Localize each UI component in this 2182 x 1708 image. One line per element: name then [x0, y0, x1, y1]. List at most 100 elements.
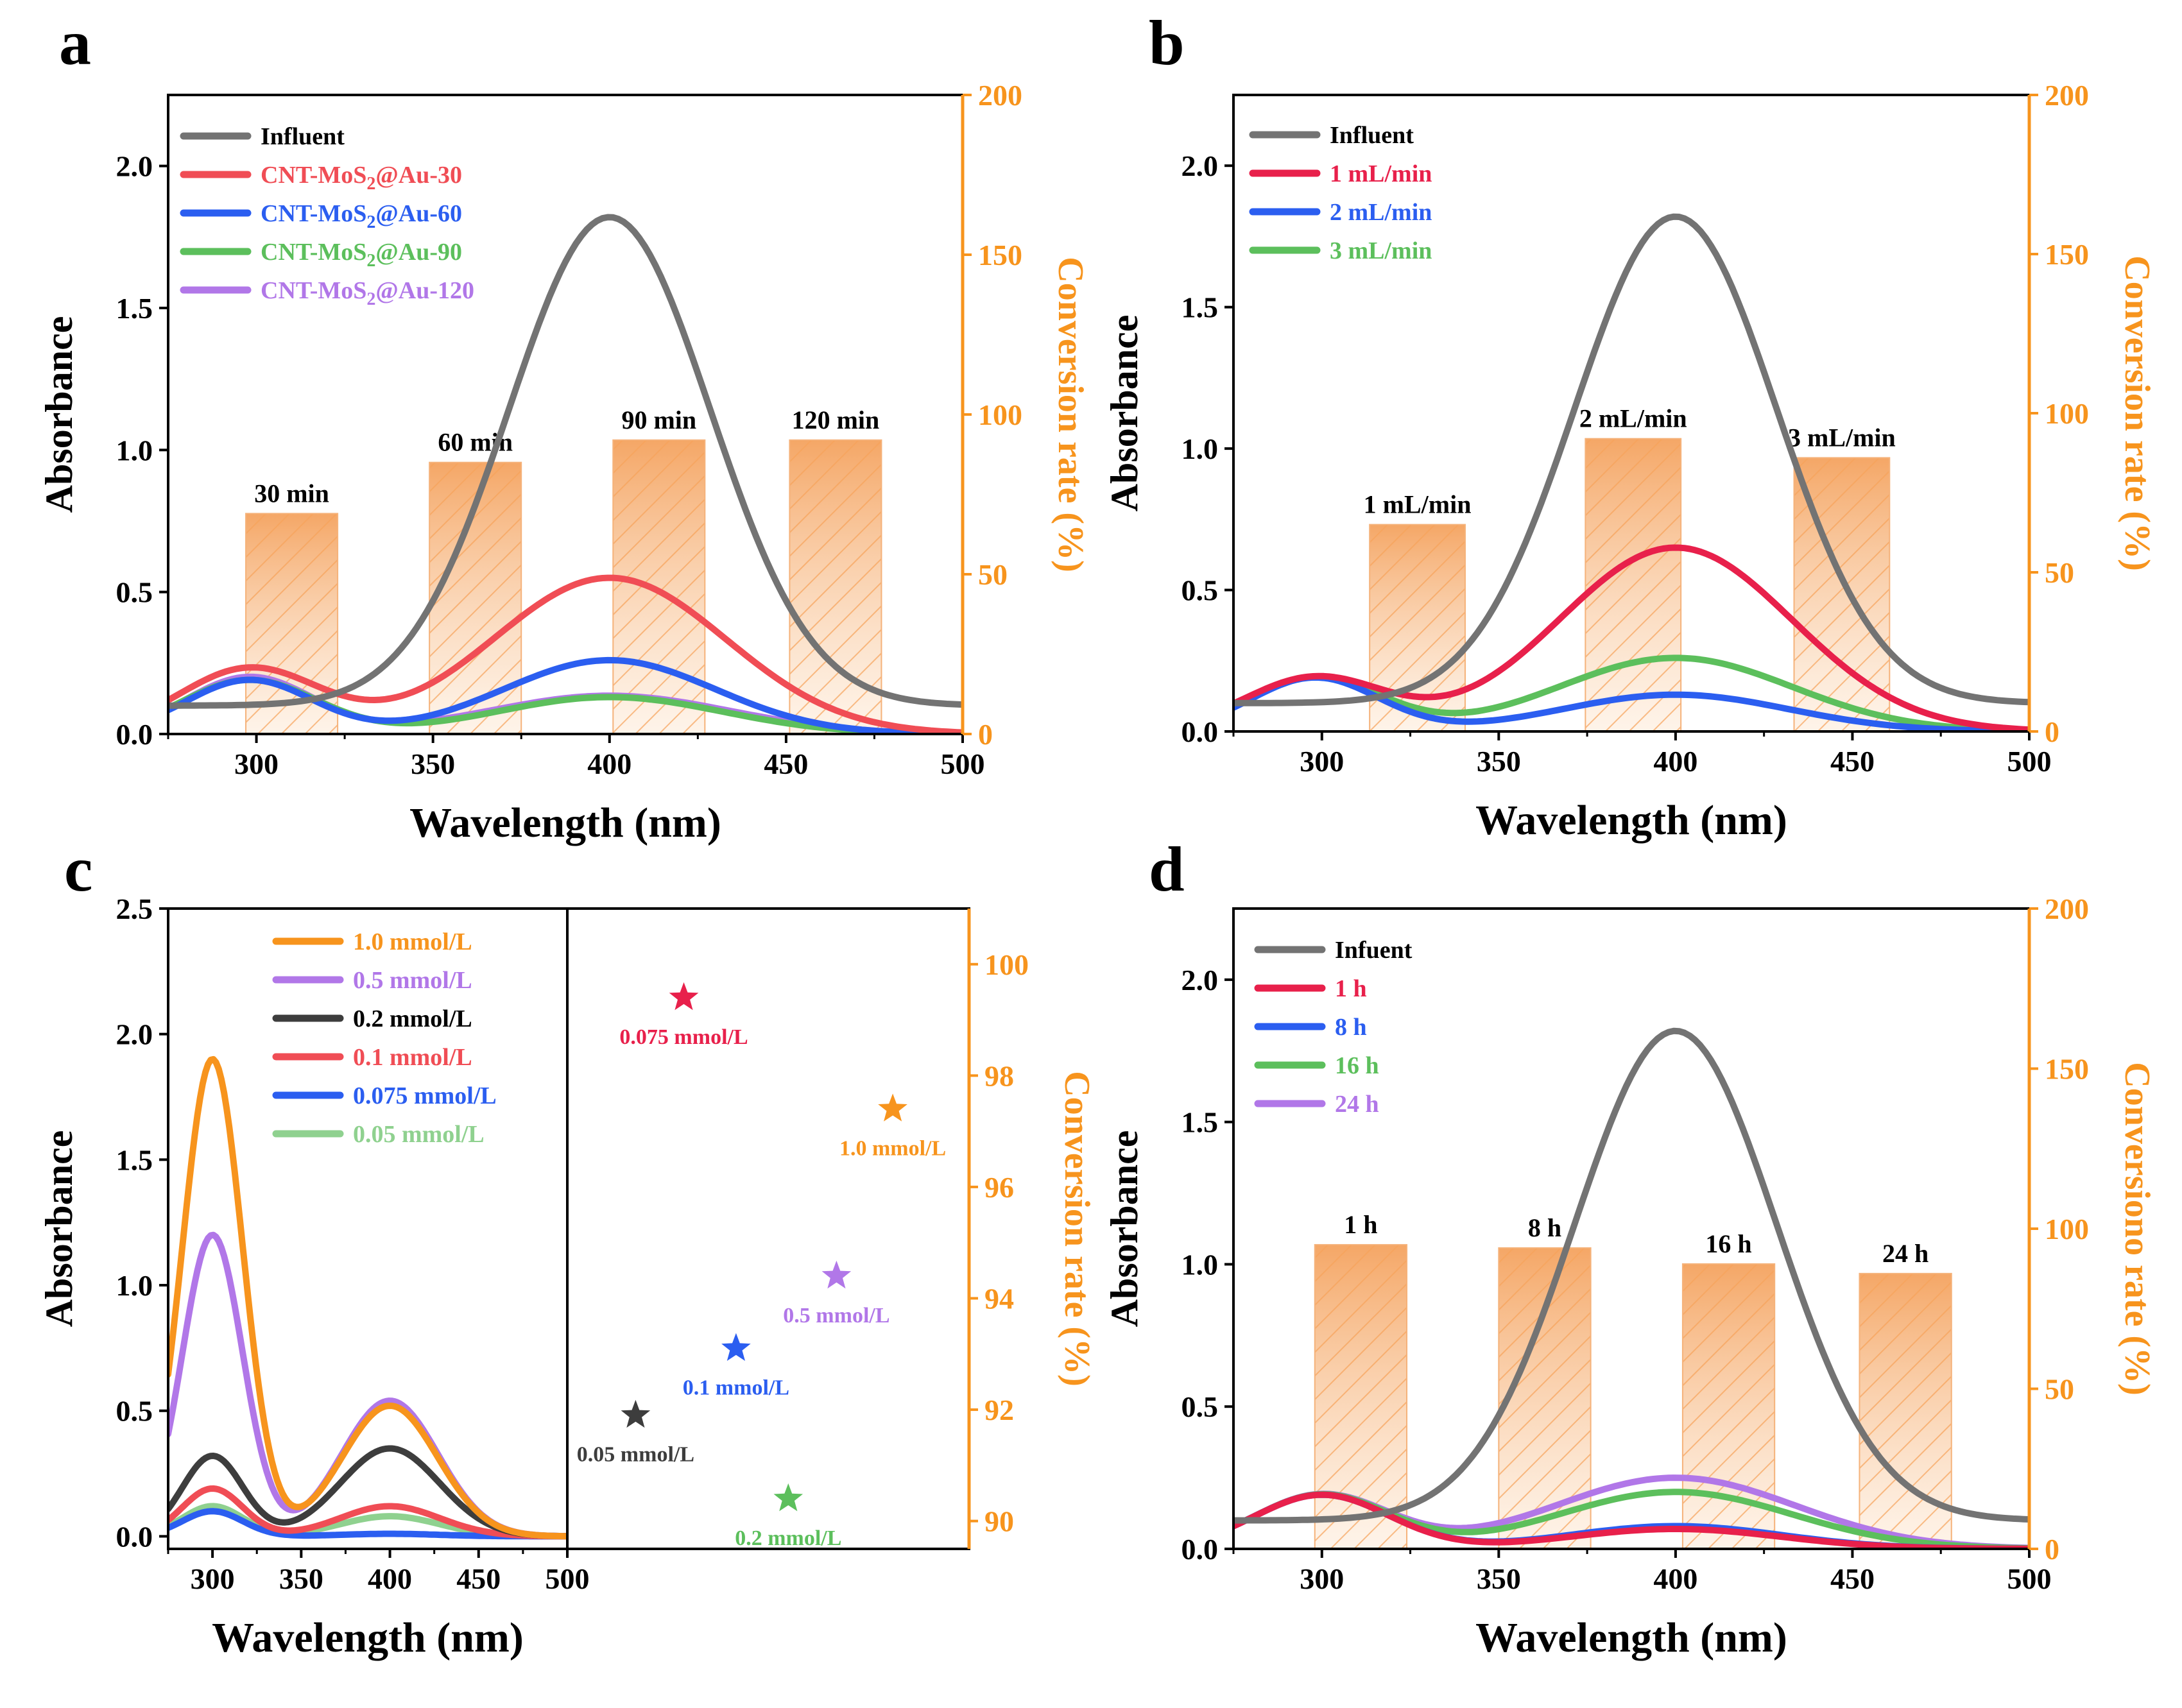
x-axis-title: Wavelength (nm) [1475, 797, 1787, 844]
legend-label: 16 h [1335, 1052, 1379, 1079]
legend-label: 0.2 mmol/L [353, 1005, 472, 1032]
x-tick-label: 300 [191, 1562, 235, 1595]
series-line [1233, 1491, 2029, 1549]
panel-letter: c [64, 833, 92, 905]
star-label: 0.1 mmol/L [683, 1376, 789, 1400]
curves [1233, 213, 2029, 731]
y-axis-title: Absorbance [1103, 1131, 1146, 1328]
x-axis-title: Wavelength (nm) [409, 799, 721, 846]
series-line [168, 214, 963, 709]
x-tick-label: 400 [1653, 745, 1697, 778]
bar-label: 24 h [1882, 1239, 1929, 1268]
y2-axis-title: Conversiono rate (%) [2117, 1062, 2157, 1395]
y2-axis-title: Conversion rate (%) [2117, 255, 2157, 570]
y2-tick-label: 0 [978, 718, 993, 751]
y2-tick-label: 96 [984, 1171, 1014, 1204]
y-tick-label: 0.0 [1181, 1533, 1219, 1566]
bar-label: 1 mL/min [1364, 490, 1472, 519]
x-tick-label: 500 [2007, 745, 2052, 778]
legend-label: CNT-MoS2@Au-90 [261, 239, 462, 271]
y-tick-label: 0.0 [1181, 715, 1219, 748]
series-line [168, 1055, 567, 1540]
x-tick-label: 300 [1300, 745, 1344, 778]
y2-tick-label: 200 [2045, 79, 2089, 112]
curves [168, 1055, 567, 1540]
panel-letter: d [1149, 833, 1185, 905]
panel-letter: a [59, 7, 91, 78]
legend-label: 0.075 mmol/L [353, 1082, 497, 1109]
curves [1233, 1027, 2029, 1549]
y-tick-label: 1.5 [116, 1143, 153, 1176]
y2-tick-label: 150 [2045, 1053, 2089, 1086]
x-tick-label: 500 [2007, 1562, 2052, 1595]
star-label: 0.075 mmol/L [619, 1025, 748, 1049]
y-tick-label: 2.0 [1181, 964, 1219, 996]
y2-tick-label: 90 [984, 1505, 1014, 1538]
legend-label: 0.5 mmol/L [353, 967, 472, 994]
bar-label: 8 h [1528, 1213, 1561, 1242]
series-line [1233, 674, 2029, 731]
legend-label: 0.05 mmol/L [353, 1121, 485, 1148]
y-tick-label: 0.5 [116, 576, 153, 609]
bar-label: 120 min [792, 406, 880, 434]
y2-tick-label: 50 [978, 558, 1008, 591]
y-tick-label: 2.0 [1181, 149, 1219, 182]
panel-letter: b [1149, 7, 1185, 78]
y2-tick-label: 94 [984, 1282, 1014, 1315]
y-tick-label: 1.5 [116, 292, 153, 325]
y-axis-title: Absorbance [38, 1131, 80, 1328]
series-line [168, 656, 963, 734]
legend-label: 1 h [1335, 975, 1367, 1002]
star-label: 1.0 mmol/L [839, 1136, 946, 1160]
legend-label: CNT-MoS2@Au-120 [261, 277, 474, 309]
x-tick-label: 350 [1477, 1562, 1521, 1595]
legend-label: 8 h [1335, 1014, 1367, 1041]
y2-tick-label: 200 [2045, 892, 2089, 925]
conversion-bar-hatch [612, 439, 706, 735]
y-tick-label: 0.0 [116, 718, 153, 751]
conversion-bar-hatch [1498, 1247, 1592, 1550]
y2-tick-label: 92 [984, 1394, 1014, 1426]
y-tick-label: 0.5 [1181, 1390, 1219, 1423]
x-tick-label: 500 [546, 1562, 590, 1595]
curves [168, 214, 963, 734]
y-tick-label: 0.0 [116, 1520, 153, 1553]
y2-tick-label: 98 [984, 1059, 1014, 1092]
scatter-star [878, 1093, 907, 1122]
legend-label: CNT-MoS2@Au-30 [261, 162, 462, 194]
bar-label: 2 mL/min [1579, 404, 1687, 433]
legend-label: CNT-MoS2@Au-60 [261, 200, 462, 232]
x-tick-label: 300 [1300, 1562, 1344, 1595]
legend-label: 2 mL/min [1330, 199, 1432, 226]
scatter-star [773, 1483, 803, 1512]
star-label: 0.5 mmol/L [783, 1304, 889, 1328]
bar-label: 16 h [1705, 1229, 1751, 1258]
y2-tick-label: 50 [2045, 1373, 2074, 1406]
star-label: 0.05 mmol/L [577, 1443, 694, 1467]
series-line [1233, 213, 2029, 706]
y-tick-label: 1.5 [1181, 1106, 1219, 1139]
x-axis-title: Wavelength (nm) [212, 1614, 524, 1661]
conversion-bar-hatch [1681, 1263, 1776, 1550]
series-line [1233, 1027, 2029, 1524]
bar-label: 30 min [254, 479, 329, 508]
scatter-star [621, 1399, 651, 1428]
x-tick-label: 350 [279, 1562, 323, 1595]
scatter-star [821, 1260, 852, 1289]
bar-label: 3 mL/min [1788, 423, 1896, 452]
star-label: 0.2 mmol/L [735, 1526, 841, 1550]
y-tick-label: 2.5 [116, 892, 153, 925]
y2-tick-label: 100 [978, 398, 1022, 431]
x-tick-label: 500 [941, 747, 985, 780]
x-axis-title: Wavelength (nm) [1475, 1614, 1787, 1661]
bar-label: 90 min [621, 406, 696, 434]
legend-label: Influent [261, 123, 345, 150]
y2-tick-label: 100 [2045, 397, 2089, 430]
y2-tick-label: 150 [978, 239, 1022, 271]
x-tick-label: 300 [234, 747, 279, 780]
legend-label: 24 h [1335, 1091, 1379, 1118]
